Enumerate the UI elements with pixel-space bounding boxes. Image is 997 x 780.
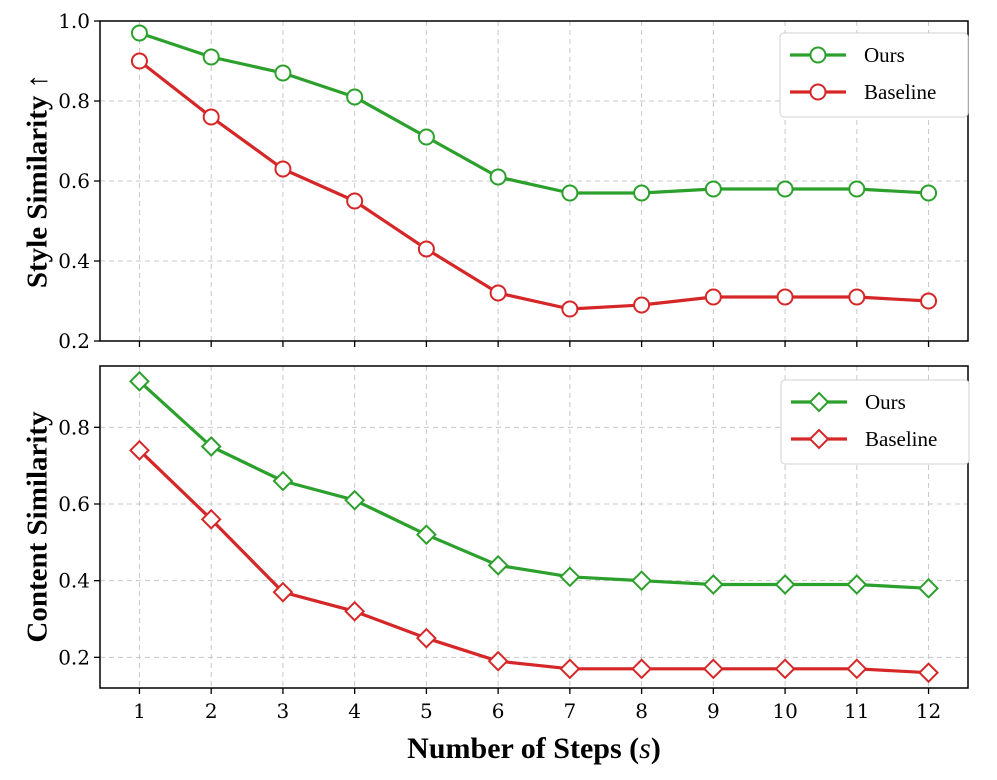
data-point-ours	[274, 64, 292, 82]
data-point-ours	[631, 570, 653, 592]
legend-marker	[809, 46, 827, 64]
data-point-baseline	[274, 160, 292, 178]
data-point-ours	[702, 574, 724, 595]
series-baseline	[130, 52, 938, 318]
x-tick-label: 3	[277, 699, 290, 723]
y-tick-label: 0.4	[58, 249, 90, 273]
data-point-baseline	[561, 300, 579, 318]
data-point-baseline	[776, 288, 794, 306]
data-point-ours	[346, 88, 364, 106]
data-point-baseline	[774, 658, 796, 680]
data-point-ours	[130, 24, 148, 42]
data-point-baseline	[415, 627, 437, 649]
data-point-ours	[633, 184, 651, 202]
series-ours	[129, 370, 939, 599]
data-point-baseline	[487, 650, 509, 672]
legend-label: Baseline	[864, 80, 936, 104]
top-y-axis-title: Style Similarity ↑	[22, 74, 54, 288]
y-tick-label: 0.8	[58, 415, 90, 439]
data-point-ours	[776, 180, 794, 198]
x-tick-label: 8	[635, 699, 648, 723]
legend-label: Ours	[865, 390, 906, 414]
x-tick-label: 4	[348, 699, 361, 723]
data-point-baseline	[130, 52, 148, 70]
data-point-ours	[200, 436, 222, 457]
x-tick-label: 1	[133, 699, 146, 723]
data-point-ours	[417, 128, 435, 146]
data-point-baseline	[559, 658, 581, 680]
content-similarity-chart: 1 2 3 4 5 6 7 8 9 10 11 120.20.40.60.8 Content Simi…	[22, 365, 970, 723]
data-point-ours	[487, 554, 509, 576]
x-tick-label: 11	[844, 699, 869, 723]
data-point-baseline	[202, 108, 220, 126]
data-point-ours	[129, 370, 150, 392]
data-point-ours	[344, 489, 366, 511]
y-tick-label: 0.6	[58, 492, 90, 516]
data-point-ours	[920, 184, 938, 202]
data-point-baseline	[918, 662, 939, 684]
data-point-baseline	[633, 296, 651, 314]
data-point-ours	[918, 577, 939, 599]
data-point-baseline	[417, 240, 435, 258]
data-point-baseline	[489, 284, 507, 302]
data-point-baseline	[272, 581, 294, 603]
data-point-baseline	[631, 658, 653, 680]
legend-entry-baseline: Baseline	[791, 427, 937, 451]
data-point-ours	[774, 574, 796, 595]
series-line-baseline	[138, 59, 929, 311]
y-tick-label: 0.2	[58, 329, 90, 353]
bottom-plot-frame	[99, 365, 969, 689]
x-tick-label: 5	[420, 699, 433, 723]
data-point-ours	[272, 470, 294, 492]
data-point-ours	[202, 48, 220, 66]
top-legend: Ours Baseline	[779, 32, 969, 118]
x-tick-label: 10	[772, 699, 797, 723]
data-point-baseline	[129, 439, 150, 461]
bottom-y-axis-title: Content Similarity	[22, 411, 54, 643]
y-tick-label: 0.6	[58, 169, 90, 193]
legend-entry-ours: Ours	[790, 43, 905, 67]
data-point-ours	[704, 180, 722, 198]
data-point-baseline	[346, 192, 364, 210]
x-tick-label: 12	[916, 699, 941, 723]
x-tick-label: 7	[564, 699, 577, 723]
data-point-ours	[415, 524, 437, 546]
y-tick-label: 1.0	[58, 9, 90, 33]
y-tick-label: 0.8	[58, 89, 90, 113]
data-point-baseline	[200, 508, 222, 530]
x-tick-label: 9	[707, 699, 720, 723]
legend-marker	[808, 428, 830, 450]
data-point-baseline	[704, 288, 722, 306]
x-tick-label: 2	[205, 699, 218, 723]
x-axis-title: Number of Steps (s)	[407, 732, 661, 765]
series-ours	[130, 24, 938, 202]
legend-entry-ours: Ours	[791, 390, 906, 414]
series-line-ours	[138, 31, 929, 195]
legend-label: Baseline	[865, 427, 937, 451]
legend-marker	[809, 83, 827, 101]
series-line-baseline	[138, 449, 929, 675]
data-point-ours	[561, 184, 579, 202]
data-point-ours	[559, 566, 581, 588]
data-point-baseline	[920, 292, 938, 310]
legend-label: Ours	[864, 43, 905, 67]
y-tick-label: 0.2	[58, 645, 90, 669]
data-point-baseline	[344, 600, 366, 622]
legend-marker	[808, 391, 830, 413]
data-point-ours	[848, 180, 866, 198]
data-point-ours	[846, 574, 868, 595]
data-point-baseline	[848, 288, 866, 306]
series-baseline	[129, 439, 939, 684]
data-point-baseline	[846, 658, 868, 680]
bottom-legend: Ours Baseline	[780, 379, 970, 465]
x-tick-label: 6	[492, 699, 505, 723]
style-similarity-chart: 0.2 0.4 0.6 0.8 1.0 Style Similarity ↑ Ours B…	[22, 9, 969, 353]
data-point-ours	[489, 168, 507, 186]
data-point-baseline	[702, 658, 724, 680]
series-line-ours	[138, 380, 929, 590]
legend-entry-baseline: Baseline	[790, 80, 936, 104]
y-tick-label: 0.4	[58, 569, 90, 593]
